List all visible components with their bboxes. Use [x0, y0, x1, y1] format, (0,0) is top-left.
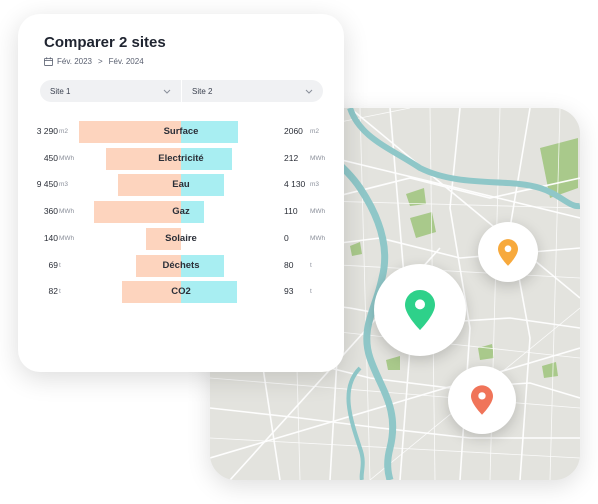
site2-value: 4 130 [284, 179, 306, 190]
site1-value: 3 290 [36, 126, 58, 136]
calendar-icon [44, 56, 53, 66]
date-separator: > [97, 56, 103, 66]
site2-unit: m3 [310, 181, 320, 189]
site1-bar [118, 174, 181, 197]
site1-value: 69 [48, 259, 58, 270]
site2-bar [181, 281, 237, 304]
site2-unit: m2 [310, 128, 320, 135]
site1-bar [94, 201, 181, 224]
site1-value: 9 450 [36, 179, 58, 190]
site1-bar [79, 121, 181, 143]
metric-label: Solaire [165, 232, 197, 244]
site1-select[interactable]: Site 1 [40, 80, 181, 102]
site1-bar [106, 147, 181, 170]
site1-bar [136, 254, 181, 277]
site2-value: 2060 [284, 126, 303, 136]
site1-value: 82 [48, 286, 58, 297]
site2-value: 0 [284, 232, 289, 243]
metric-label: Déchets [162, 259, 200, 271]
comparison-row: 82 t CO2 93 t [18, 281, 344, 304]
chevron-down-icon [305, 89, 313, 94]
metric-label: Surface [163, 126, 199, 137]
comparison-row: 140 MWh Solaire 0 MWh [18, 227, 344, 250]
site1-unit: MWh [59, 154, 75, 162]
comparison-row: 3 290 m2 Surface 2060 m2 [18, 121, 344, 143]
comparison-row: 360 MWh Gaz 110 MWh [18, 201, 344, 224]
site1-select-label: Site 1 [50, 86, 71, 96]
site2-bar [181, 174, 224, 197]
metric-label: Gaz [172, 206, 190, 218]
site2-bar [181, 121, 238, 143]
map-pin-icon [471, 385, 493, 415]
site2-bar [181, 147, 232, 170]
date-range[interactable]: Fév. 2023 > Fév. 2024 [44, 54, 144, 68]
site2-unit: t [310, 288, 312, 296]
site1-value: 450 [43, 152, 58, 163]
site2-value: 212 [284, 152, 299, 163]
compare-sites-card: Comparer 2 sites Fév. 2023 > Fév. 2024 S… [18, 14, 344, 372]
comparison-row: 9 450 m3 Eau 4 130 m3 [18, 174, 344, 197]
metric-label: Electricité [158, 152, 204, 164]
chevron-down-icon [163, 89, 171, 94]
site2-select[interactable]: Site 2 [182, 80, 323, 102]
site2-unit: MWh [310, 154, 326, 162]
site2-bar [181, 201, 204, 224]
map-pin-icon [405, 290, 435, 330]
site2-bar [181, 254, 224, 277]
site2-value: 80 [284, 259, 294, 270]
site1-unit: t [59, 261, 61, 269]
metric-label: CO2 [171, 286, 191, 298]
site2-value: 93 [284, 286, 294, 297]
site2-value: 110 [284, 206, 298, 217]
site-pin-bubble-red[interactable] [448, 366, 516, 434]
site1-unit: m2 [59, 128, 69, 135]
site1-bar [122, 281, 181, 304]
comparison-row: 450 MWh Electricité 212 MWh [18, 147, 344, 170]
site1-unit: MWh [59, 234, 75, 242]
date-from: Fév. 2023 [57, 56, 92, 66]
site2-unit: MWh [310, 208, 326, 216]
site1-unit: MWh [59, 208, 75, 216]
date-to: Fév. 2024 [108, 56, 144, 66]
site-pin-bubble-green[interactable] [374, 264, 466, 356]
map-pin-icon [498, 238, 518, 266]
site1-value: 140 [43, 232, 58, 243]
site2-unit: MWh [310, 234, 326, 242]
site-pin-bubble-orange[interactable] [478, 222, 538, 282]
metric-label: Eau [172, 179, 190, 191]
site1-value: 360 [43, 206, 58, 217]
site2-select-label: Site 2 [192, 86, 213, 96]
site1-unit: t [59, 288, 61, 296]
card-title: Comparer 2 sites [44, 34, 166, 51]
site1-unit: m3 [59, 181, 69, 189]
comparison-row: 69 t Déchets 80 t [18, 254, 344, 277]
site1-bar [146, 227, 181, 250]
site2-unit: t [310, 261, 312, 269]
